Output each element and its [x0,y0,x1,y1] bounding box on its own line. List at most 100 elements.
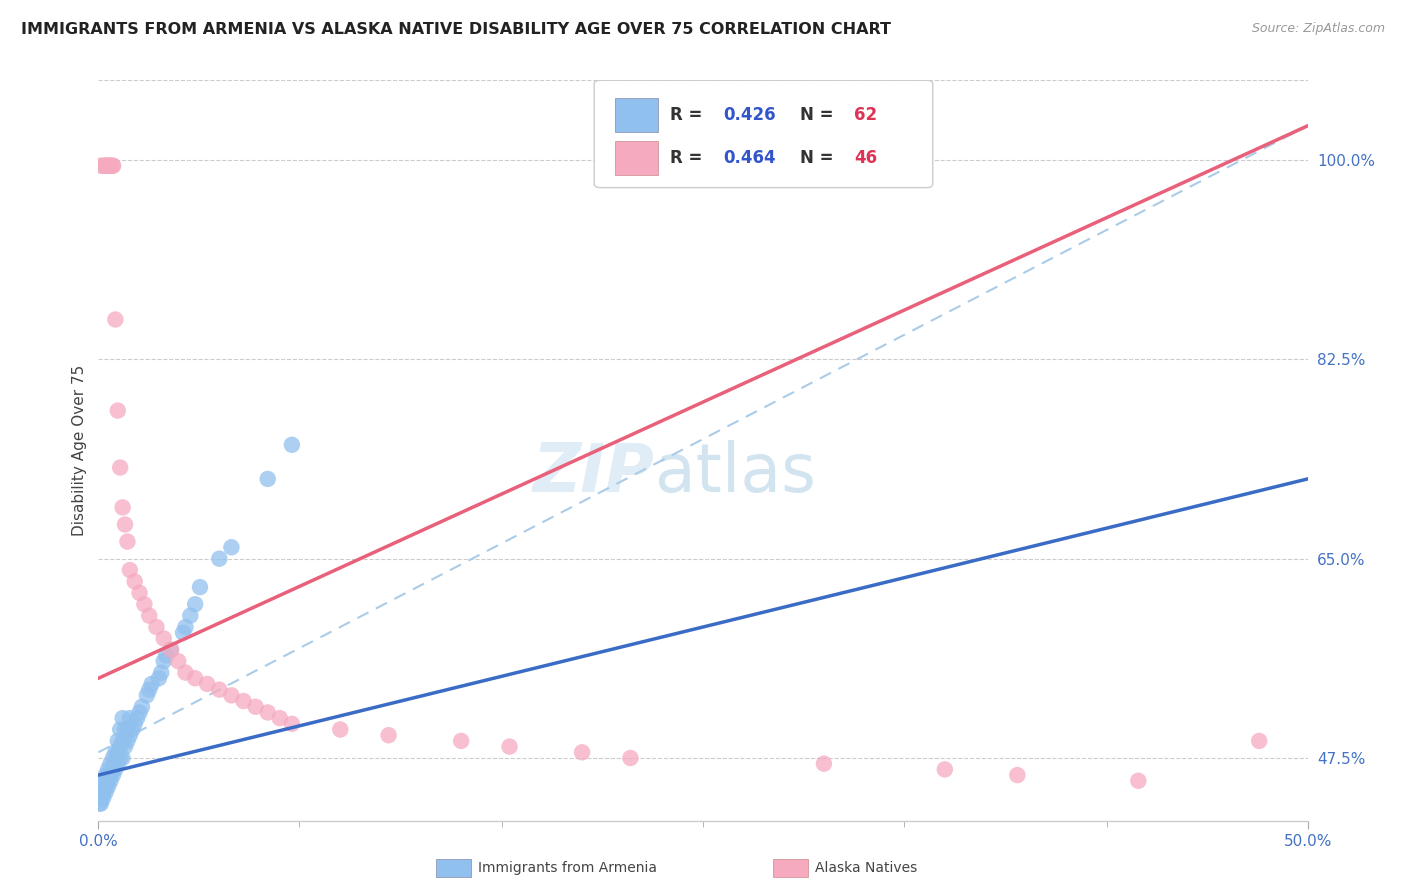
Point [138,608,160,623]
Text: 0.426: 0.426 [724,106,776,124]
Point [100,756,122,771]
Text: Alaska Natives: Alaska Natives [815,861,918,875]
Point [91,159,114,173]
Point [1249,734,1271,748]
Point [111,751,134,765]
Point [124,716,146,731]
Text: Source: ZipAtlas.com: Source: ZipAtlas.com [1251,22,1385,36]
Point [256,706,278,720]
Point [118,711,141,725]
Point [184,671,207,685]
Text: Immigrants from Armenia: Immigrants from Armenia [478,861,657,875]
Text: R =: R = [671,149,709,167]
Point [1128,773,1150,788]
Point [97,768,120,782]
Point [281,716,304,731]
Point [90,785,112,799]
Point [104,745,127,759]
Point [145,620,167,634]
Point [108,723,131,737]
Point [281,438,304,452]
FancyBboxPatch shape [614,98,658,132]
Point [934,763,956,777]
Point [101,159,124,173]
Point [148,671,170,685]
Point [138,682,160,697]
Point [160,642,183,657]
Point [114,723,136,737]
Point [377,728,399,742]
Point [128,586,150,600]
Point [94,159,117,173]
Point [118,728,141,742]
Point [94,780,117,794]
Point [114,517,136,532]
Point [97,763,120,777]
Point [101,751,124,765]
Point [111,500,134,515]
Point [91,773,114,788]
FancyBboxPatch shape [595,80,932,187]
Point [91,785,114,799]
Text: R =: R = [671,106,709,124]
Point [97,773,120,788]
Point [221,541,243,555]
Point [141,677,163,691]
Point [111,734,134,748]
Text: 62: 62 [855,106,877,124]
Point [100,773,122,788]
Point [101,768,124,782]
Point [100,159,122,173]
Point [208,551,231,566]
Point [167,654,190,668]
Text: ZIP: ZIP [533,440,655,506]
Point [90,159,112,173]
Point [256,472,278,486]
Point [152,632,174,646]
Point [179,608,201,623]
Point [150,665,173,680]
Point [94,785,117,799]
Point [94,773,117,788]
Point [124,574,146,589]
Point [188,580,211,594]
Text: 46: 46 [855,149,877,167]
Point [174,620,197,634]
Point [128,706,150,720]
Point [134,597,156,611]
Point [498,739,520,754]
Point [117,734,139,748]
Point [100,159,122,173]
Point [155,648,177,663]
Point [101,159,124,173]
Point [172,625,194,640]
Point [108,739,131,754]
Point [104,763,127,777]
Point [208,682,231,697]
Point [101,763,124,777]
Point [152,654,174,668]
Point [131,699,153,714]
Point [97,159,120,173]
Text: 0.464: 0.464 [724,149,776,167]
Point [91,780,114,794]
Text: N =: N = [800,106,839,124]
Point [90,790,112,805]
Point [127,711,149,725]
Point [121,723,143,737]
Point [174,665,197,680]
Point [813,756,835,771]
Text: IMMIGRANTS FROM ARMENIA VS ALASKA NATIVE DISABILITY AGE OVER 75 CORRELATION CHAR: IMMIGRANTS FROM ARMENIA VS ALASKA NATIVE… [21,22,891,37]
Point [107,745,129,759]
Point [90,797,112,811]
Point [195,677,218,691]
Point [107,734,129,748]
Point [1007,768,1029,782]
Point [184,597,207,611]
Point [117,723,139,737]
Text: N =: N = [800,149,839,167]
Point [118,563,141,577]
Point [450,734,472,748]
FancyBboxPatch shape [614,141,658,175]
Point [269,711,291,725]
